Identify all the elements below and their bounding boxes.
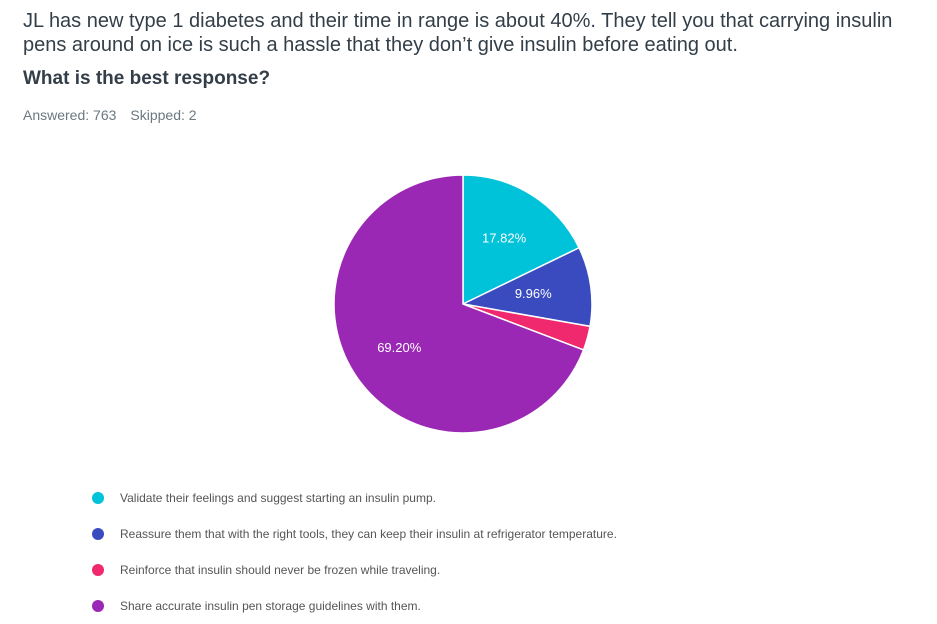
legend-swatch [92, 600, 104, 612]
data-label-1: 17.82% [482, 230, 527, 245]
legend-label: Reassure them that with the right tools,… [120, 527, 617, 541]
legend-item: Reinforce that insulin should never be f… [92, 552, 617, 588]
legend-label: Validate their feelings and suggest star… [120, 491, 436, 505]
data-label-4: 69.20% [377, 340, 422, 355]
answered-count: Answered: 763 [23, 107, 117, 123]
response-stats: Answered: 763 Skipped: 2 [23, 107, 197, 123]
legend-swatch [92, 564, 104, 576]
data-label-2: 9.96% [515, 286, 552, 301]
skipped-count: Skipped: 2 [130, 107, 197, 123]
legend-item: Share accurate insulin pen storage guide… [92, 588, 617, 624]
pie-slice-1[interactable] [462, 174, 581, 306]
pie-slice-4[interactable] [333, 174, 585, 434]
question-prompt: What is the best response? [23, 68, 271, 89]
legend-item: Validate their feelings and suggest star… [92, 480, 617, 516]
chart-legend: Validate their feelings and suggest star… [92, 480, 617, 624]
question-text: JL has new type 1 diabetes and their tim… [23, 10, 893, 56]
legend-swatch [92, 528, 104, 540]
legend-item: Reassure them that with the right tools,… [92, 516, 617, 552]
pie-slice-2[interactable] [460, 246, 593, 328]
legend-label: Reinforce that insulin should never be f… [120, 563, 441, 577]
legend-swatch [92, 492, 104, 504]
legend-label: Share accurate insulin pen storage guide… [120, 599, 421, 613]
